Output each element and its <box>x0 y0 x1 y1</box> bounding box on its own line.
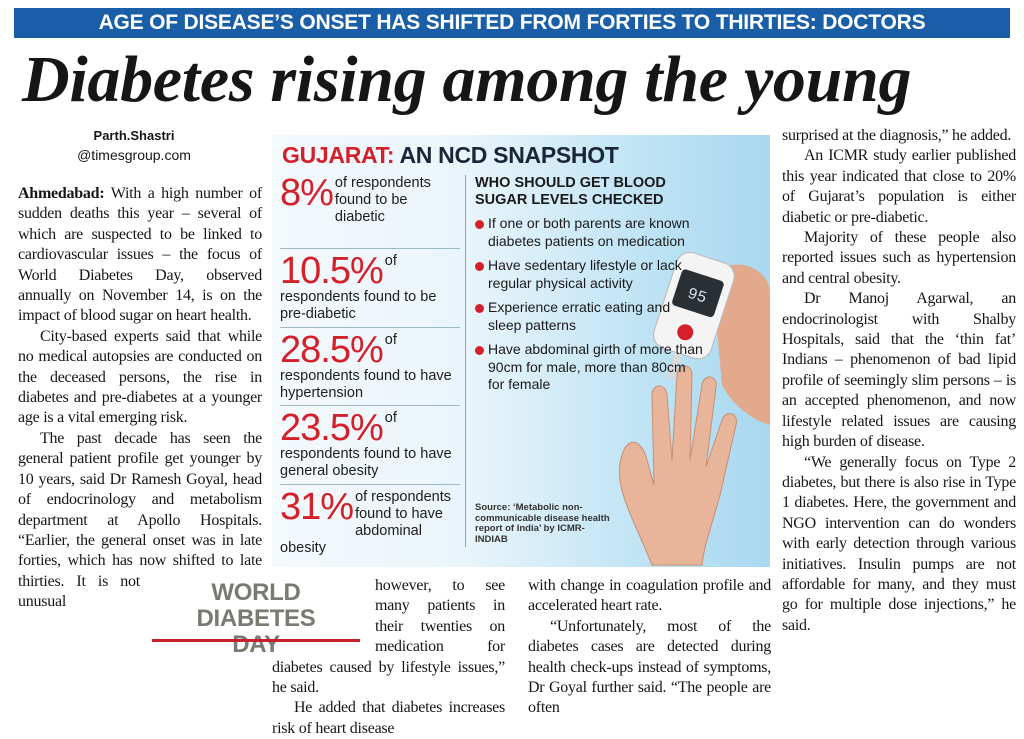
checklist: WHO SHOULD GET BLOOD SUGAR LEVELS CHECKE… <box>475 175 705 401</box>
stat: 31% of respondents found to have abdomina… <box>280 485 460 563</box>
paragraph: “Unfortunately, most of the diabetes cas… <box>528 617 771 717</box>
paragraph: The past decade has seen the general pat… <box>18 429 262 611</box>
author-name: Parth.Shastri <box>93 128 175 143</box>
stat-figure: 23.5% <box>280 407 384 450</box>
stat-figure: 10.5% <box>280 250 384 293</box>
banner: AGE OF DISEASE’S ONSET HAS SHIFTED FROM … <box>14 8 1010 38</box>
paragraph: He added that diabetes increases risk of… <box>272 699 505 737</box>
stat-text: of respondents found to have hypertensio… <box>280 331 452 401</box>
meter-reading: 95 <box>685 285 709 308</box>
test-strip <box>666 351 683 380</box>
stat-text: of respondents found to be diabetic <box>334 175 431 225</box>
source: Source: ‘Metabolic non-communicable dise… <box>475 502 610 545</box>
infobox: 95 GUJARAT: AN NCD SNAPSHOT 8% of respond… <box>272 135 770 567</box>
hand <box>618 365 737 566</box>
photo: 95 <box>618 251 770 566</box>
paragraph: An ICMR study earlier published this yea… <box>782 147 1016 226</box>
byline: Parth.Shastri @timesgroup.com <box>58 127 210 165</box>
headline: Diabetes rising among the young <box>22 43 912 116</box>
stat: 23.5% of respondents found to have genera… <box>280 406 460 485</box>
logo-line: WORLD DIABETES <box>196 579 316 632</box>
stat-figure: 28.5% <box>280 328 384 371</box>
title-text: AN NCD SNAPSHOT <box>399 142 619 168</box>
paragraph: Dr Manoj Agarwal, an endocrinologist wit… <box>782 290 1016 451</box>
paragraph: surprised at the diagnosis,” he added. <box>782 127 1012 144</box>
paragraph: “We generally focus on Type 2 diabetes, … <box>782 453 1016 634</box>
paragraph: Majority of these people also reported i… <box>782 229 1016 287</box>
divider <box>465 175 466 547</box>
world-diabetes-day-logo: WORLD DIABETES DAY <box>152 579 360 658</box>
checklist-item: Have sedentary lifestyle or lack regular… <box>475 257 705 292</box>
author-handle: @timesgroup.com <box>77 147 191 163</box>
logo-rule <box>152 639 360 642</box>
stat-text: of respondents found to be pre-diabetic <box>280 253 437 323</box>
checklist-item: If one or both parents are known diabete… <box>475 215 705 250</box>
infobox-title: GUJARAT: AN NCD SNAPSHOT <box>282 140 619 170</box>
title-prefix: GUJARAT: <box>282 142 395 168</box>
column: with change in coagulation profile and a… <box>528 576 771 719</box>
paragraph: however, to see many patients in their t… <box>272 577 505 697</box>
stat-text: of respondents found to have general obe… <box>280 410 452 480</box>
glucometer: 95 <box>653 251 735 380</box>
paragraph-text: With a high number of sudden deaths this… <box>18 185 262 325</box>
stat-text: of respondents found to have abdominal o… <box>280 488 451 556</box>
stats: 8% of respondents found to be diabetic 10.… <box>280 171 460 563</box>
stat-figure: 8% <box>280 172 334 214</box>
column: surprised at the diagnosis,” he added. An… <box>782 126 1016 636</box>
paragraph: City-based experts said that while no me… <box>18 327 262 427</box>
logo-line: DAY <box>232 631 280 658</box>
stat: 10.5% of respondents found to be pre-diab… <box>280 249 460 328</box>
stat: 28.5% of respondents found to have hypert… <box>280 328 460 407</box>
stat: 8% of respondents found to be diabetic <box>280 171 460 250</box>
meter-screen <box>672 269 724 318</box>
column: Ahmedabad: With a high number of sudden … <box>18 184 262 648</box>
stat-figure: 31% <box>280 485 354 528</box>
paragraph: Ahmedabad: With a high number of sudden … <box>18 184 262 327</box>
paragraph: with change in coagulation profile and a… <box>528 577 771 615</box>
checklist-item: Have abdominal girth of more than 90cm f… <box>475 341 705 394</box>
hand <box>712 264 770 425</box>
meter-button <box>677 324 694 341</box>
checklist-title: WHO SHOULD GET BLOOD SUGAR LEVELS CHECKE… <box>475 175 666 208</box>
checklist-item: Experience erratic eating and sleep patt… <box>475 299 705 334</box>
dateline: Ahmedabad: <box>18 185 105 202</box>
